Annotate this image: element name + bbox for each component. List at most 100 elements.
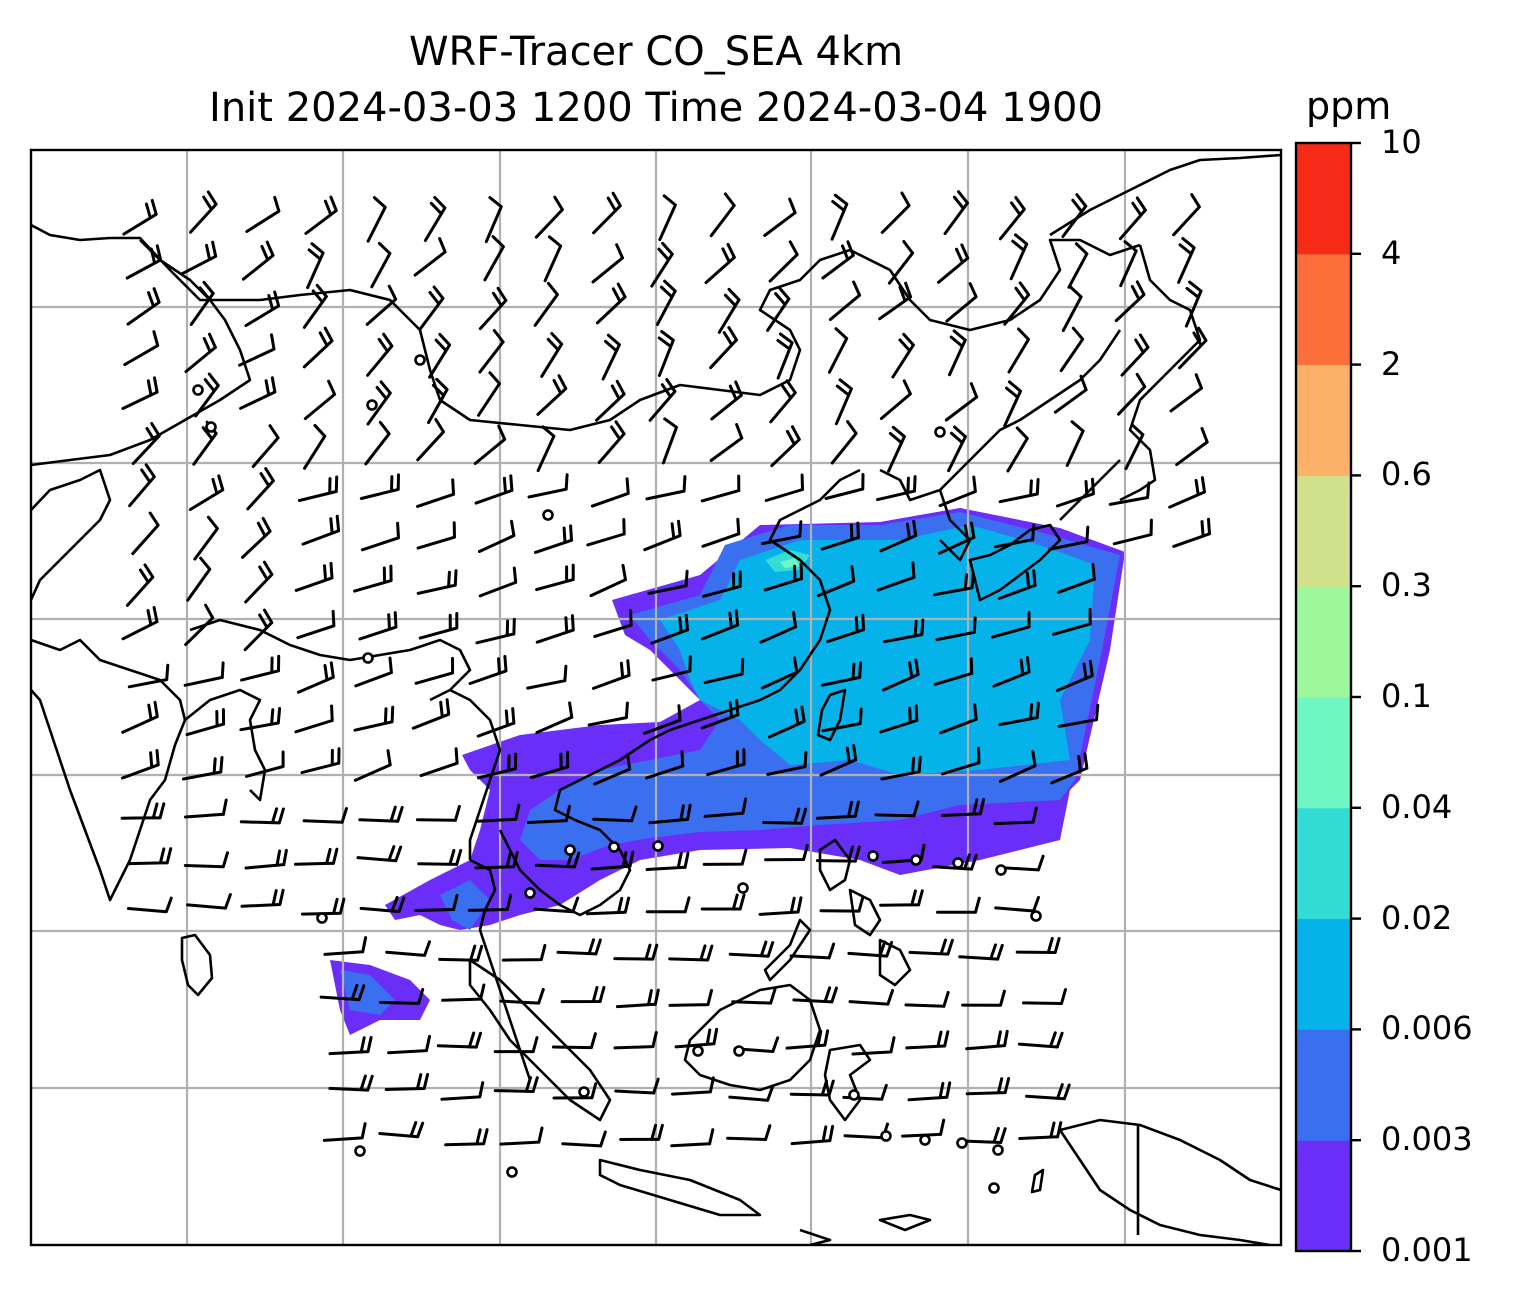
wind-barb <box>416 569 458 595</box>
wind-barb <box>908 938 954 956</box>
wind-barb <box>533 896 580 914</box>
wind-barb <box>365 284 398 326</box>
wind-barb <box>645 851 690 871</box>
wind-barb <box>296 609 336 640</box>
wind-barb <box>958 943 1004 961</box>
wind-barb <box>827 327 849 374</box>
wind-barb <box>819 895 865 913</box>
wind-barb <box>760 656 799 690</box>
wind-barb <box>536 425 556 473</box>
wind-barb <box>700 893 746 911</box>
wind-barb <box>731 987 777 1005</box>
wind-barb <box>1175 427 1209 467</box>
calm-wind-circle <box>506 1166 518 1178</box>
calm-wind-circle <box>988 1182 1000 1194</box>
wind-barb <box>706 748 746 777</box>
wind-barb <box>945 282 978 323</box>
wind-barb <box>643 704 682 735</box>
colorbar-tick-label: 10 <box>1381 123 1422 161</box>
wind-barb <box>122 198 158 236</box>
wind-barb <box>474 474 514 505</box>
wind-barb <box>476 707 516 738</box>
wind-barb <box>821 661 863 687</box>
wind-barb <box>758 896 803 916</box>
wind-barb <box>540 332 564 378</box>
wind-barb <box>645 750 685 780</box>
wind-barb <box>384 1072 430 1091</box>
wind-barb <box>413 237 447 277</box>
wind-barb <box>543 235 563 283</box>
colorbar-tick-label: 0.3 <box>1381 566 1432 605</box>
wind-barb <box>499 987 545 1005</box>
calm-wind-circle <box>880 1130 892 1142</box>
calm-wind-circle <box>692 1045 704 1057</box>
wind-barb <box>552 1082 598 1100</box>
wind-barb <box>830 193 849 241</box>
wind-barb <box>776 332 794 380</box>
wind-barb <box>792 986 838 1004</box>
wind-barb <box>477 519 516 553</box>
coastlines-and-borders <box>31 153 1281 1245</box>
wind-barb <box>768 240 799 283</box>
calm-wind-circle <box>354 1145 366 1157</box>
wind-barb <box>1015 936 1061 954</box>
wind-barb <box>411 698 451 730</box>
wind-barb <box>529 750 570 779</box>
wind-barb <box>879 379 912 420</box>
wind-barb <box>1124 423 1145 471</box>
wind-barb <box>535 614 575 644</box>
wind-barb <box>304 195 338 235</box>
wind-barb <box>186 893 232 910</box>
wind-barb <box>474 851 519 870</box>
wind-barb <box>790 1124 835 1146</box>
wind-barb <box>184 798 228 819</box>
wind-barb <box>1017 1031 1064 1049</box>
wind-barb <box>354 656 393 688</box>
wind-barb <box>467 893 513 912</box>
wind-barb <box>477 752 518 780</box>
wind-barb <box>614 1077 660 1095</box>
wind-barb <box>1061 285 1083 332</box>
wind-barb <box>127 847 173 866</box>
wind-barb <box>815 800 860 820</box>
wind-barb <box>999 854 1045 872</box>
wind-barb <box>651 655 692 682</box>
wind-barb <box>244 560 274 604</box>
wind-barb <box>1177 237 1196 284</box>
calm-wind-circle <box>652 840 664 852</box>
wind-barb <box>590 850 635 871</box>
wind-barb <box>824 473 865 500</box>
calm-wind-circle <box>608 841 620 853</box>
wind-barb <box>243 608 274 652</box>
wind-barb <box>251 424 280 468</box>
wind-barb <box>789 942 836 960</box>
wind-barb <box>876 475 917 502</box>
wind-barb <box>590 477 630 508</box>
wind-barb <box>943 190 969 236</box>
colorbar-tick-label: 0.1 <box>1381 677 1432 715</box>
wind-barb <box>1018 1121 1063 1140</box>
colorbar-segment <box>1296 1029 1351 1141</box>
wind-barb <box>416 418 445 462</box>
wind-barb <box>613 1031 658 1050</box>
wind-barb <box>876 561 916 592</box>
wind-barb <box>1168 476 1206 509</box>
wind-barb <box>483 235 505 282</box>
wind-barb <box>356 845 403 863</box>
wind-barb <box>560 986 606 1004</box>
wind-barb <box>1055 477 1095 508</box>
calm-wind-circle <box>192 384 204 396</box>
wind-barb <box>998 196 1026 241</box>
wind-barb <box>436 1031 482 1049</box>
map-title-line2: Init 2024-03-03 1200 Time 2024-03-04 190… <box>209 85 1103 131</box>
wind-barb <box>830 420 858 465</box>
wind-barb <box>533 281 559 327</box>
wind-barb <box>189 190 218 234</box>
colorbar-tick-label: 0.04 <box>1381 787 1453 826</box>
colorbar-tick-label: 4 <box>1381 233 1402 272</box>
colorbar-tick-label: 0.006 <box>1381 1009 1473 1048</box>
wind-barb <box>993 523 1036 549</box>
wind-barb <box>239 376 277 410</box>
wind-barb <box>933 657 974 686</box>
wind-barb <box>441 983 486 1002</box>
